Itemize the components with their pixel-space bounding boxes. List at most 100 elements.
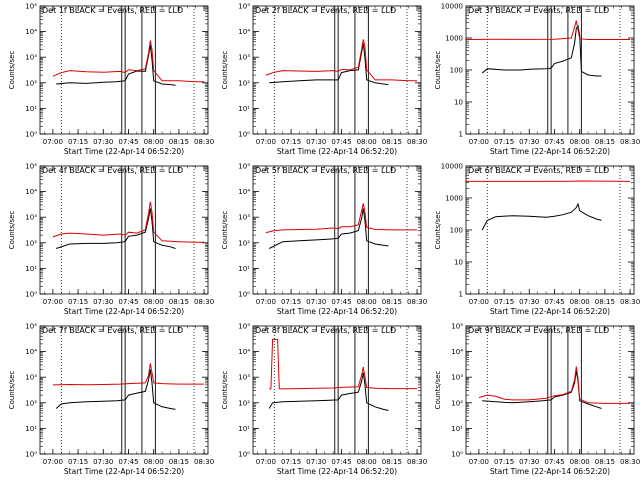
- y-tick-label: 10¹: [25, 105, 37, 113]
- plot-frame: [39, 165, 209, 295]
- x-tick-label: 07:00: [43, 138, 63, 146]
- x-tick-label: 08:15: [169, 138, 189, 146]
- x-tick-label: 07:00: [256, 458, 276, 466]
- x-tick-label: 07:45: [544, 138, 564, 146]
- plot-frame: [465, 165, 635, 295]
- y-tick-label: 10¹: [25, 265, 37, 273]
- x-axis-label: Start Time (22-Apr-14 06:52:20): [277, 467, 397, 476]
- x-tick-label: 08:00: [570, 298, 590, 306]
- x-axis-label: Start Time (22-Apr-14 06:52:20): [64, 467, 184, 476]
- x-tick-label: 07:45: [331, 138, 351, 146]
- chart-title: Det 6f BLACK = Events, RED = LLD: [468, 166, 609, 175]
- chart-panel-4: 10⁰ 10¹ 10² 10³ 10⁴ 10⁵ 07:00 07:15 07:30 07:45 08…: [8, 163, 214, 317]
- y-tick-label: 10³: [25, 54, 37, 62]
- y-tick-label: 10²: [25, 79, 37, 87]
- chart-panel-7: 10⁰ 10¹ 10² 10³ 10⁴ 10⁵ 07:00 07:15 07:30 07:45 08…: [8, 323, 214, 477]
- chart-title: Det 1f BLACK = Events, RED = LLD: [42, 6, 183, 15]
- chart-panel-1: 10⁰ 10¹ 10² 10³ 10⁴ 10⁵ 07:00 07:15 07:30 07:45 08…: [8, 3, 214, 157]
- x-tick-label: 07:30: [306, 138, 326, 146]
- x-tick-label: 07:00: [256, 138, 276, 146]
- y-axis-label: Counts/sec: [221, 51, 229, 90]
- chart-panel-2: 10⁰ 10¹ 10² 10³ 10⁴ 10⁵ 07:00 07:15 07:30 07:45 08…: [221, 3, 427, 157]
- y-tick-label: 10³: [25, 374, 37, 382]
- y-tick-label: 10³: [238, 54, 250, 62]
- x-tick-label: 07:00: [256, 298, 276, 306]
- y-tick-label: 10³: [451, 374, 463, 382]
- x-tick-label: 07:00: [469, 458, 489, 466]
- x-tick-label: 08:00: [144, 458, 164, 466]
- chart-title: Det 8f BLACK = Events, RED = LLD: [255, 326, 396, 335]
- lld-series-line: [269, 338, 418, 390]
- y-tick-label: 10⁰: [238, 131, 250, 139]
- lld-series-line: [478, 366, 631, 404]
- x-tick-label: 08:30: [194, 298, 214, 306]
- x-tick-label: 08:30: [620, 138, 640, 146]
- events-series-line: [268, 372, 389, 411]
- chart-title: Det 9f BLACK = Events, RED = LLD: [468, 326, 609, 335]
- plot-frame: [252, 5, 422, 135]
- y-axis-label: Counts/sec: [221, 371, 229, 410]
- y-tick-label: 10⁰: [25, 291, 37, 299]
- x-axis-label: Start Time (22-Apr-14 06:52:20): [490, 467, 610, 476]
- lld-series-line: [265, 39, 418, 82]
- y-axis-label: Counts/sec: [434, 51, 442, 90]
- y-tick-label: 1000: [445, 35, 463, 43]
- x-tick-label: 08:15: [169, 458, 189, 466]
- events-series-line: [56, 208, 176, 249]
- x-axis-label: Start Time (22-Apr-14 06:52:20): [490, 147, 610, 156]
- y-tick-label: 10¹: [451, 425, 463, 433]
- y-tick-label: 10²: [238, 399, 250, 407]
- x-tick-label: 08:00: [357, 458, 377, 466]
- x-tick-label: 07:15: [494, 458, 514, 466]
- y-tick-label: 10000: [441, 3, 463, 11]
- x-tick-label: 07:15: [281, 298, 301, 306]
- y-axis-label: Counts/sec: [8, 371, 16, 410]
- x-tick-label: 07:30: [93, 138, 113, 146]
- chart-panel-5: 10⁰ 10¹ 10² 10³ 10⁴ 10⁵ 07:00 07:15 07:30 07:45 08…: [221, 163, 427, 317]
- y-tick-label: 10¹: [25, 425, 37, 433]
- y-axis-label: Counts/sec: [8, 51, 16, 90]
- x-tick-label: 08:30: [620, 298, 640, 306]
- events-series-line: [481, 202, 602, 231]
- chart-title: Det 7f BLACK = Events, RED = LLD: [42, 326, 183, 335]
- x-tick-label: 07:30: [519, 458, 539, 466]
- x-tick-label: 07:30: [519, 298, 539, 306]
- x-tick-label: 08:30: [620, 458, 640, 466]
- plot-frame: [252, 165, 422, 295]
- y-tick-label: 10³: [25, 214, 37, 222]
- x-tick-label: 08:00: [144, 298, 164, 306]
- x-tick-label: 08:15: [169, 298, 189, 306]
- lld-series-line: [265, 203, 418, 234]
- y-tick-label: 10000: [441, 163, 463, 171]
- x-tick-label: 07:45: [331, 458, 351, 466]
- y-tick-label: 1000: [445, 195, 463, 203]
- x-tick-label: 07:30: [306, 298, 326, 306]
- y-axis-label: Counts/sec: [434, 211, 442, 250]
- x-tick-label: 07:45: [544, 458, 564, 466]
- x-tick-label: 08:00: [357, 298, 377, 306]
- y-tick-label: 10⁴: [238, 188, 250, 196]
- events-series-line: [482, 370, 602, 409]
- x-tick-label: 07:00: [43, 458, 63, 466]
- y-tick-label: 10²: [451, 399, 463, 407]
- y-tick-label: 1: [459, 291, 463, 299]
- y-tick-label: 10⁴: [25, 188, 37, 196]
- x-tick-label: 08:00: [570, 458, 590, 466]
- x-axis-label: Start Time (22-Apr-14 06:52:20): [64, 307, 184, 316]
- x-axis-label: Start Time (22-Apr-14 06:52:20): [64, 147, 184, 156]
- x-tick-label: 08:15: [595, 138, 615, 146]
- events-series-line: [269, 43, 389, 86]
- x-tick-label: 07:15: [68, 298, 88, 306]
- x-tick-label: 07:45: [118, 298, 138, 306]
- lld-series-line: [52, 40, 205, 83]
- x-tick-label: 08:30: [407, 458, 427, 466]
- y-tick-label: 100: [450, 67, 463, 75]
- y-axis-label: Counts/sec: [221, 211, 229, 250]
- lld-series-line: [466, 20, 631, 40]
- y-tick-label: 10⁵: [238, 323, 250, 331]
- x-tick-label: 08:15: [382, 298, 402, 306]
- x-tick-label: 08:15: [382, 138, 402, 146]
- plot-frame: [252, 325, 422, 455]
- x-tick-label: 08:30: [407, 138, 427, 146]
- y-tick-label: 10²: [238, 79, 250, 87]
